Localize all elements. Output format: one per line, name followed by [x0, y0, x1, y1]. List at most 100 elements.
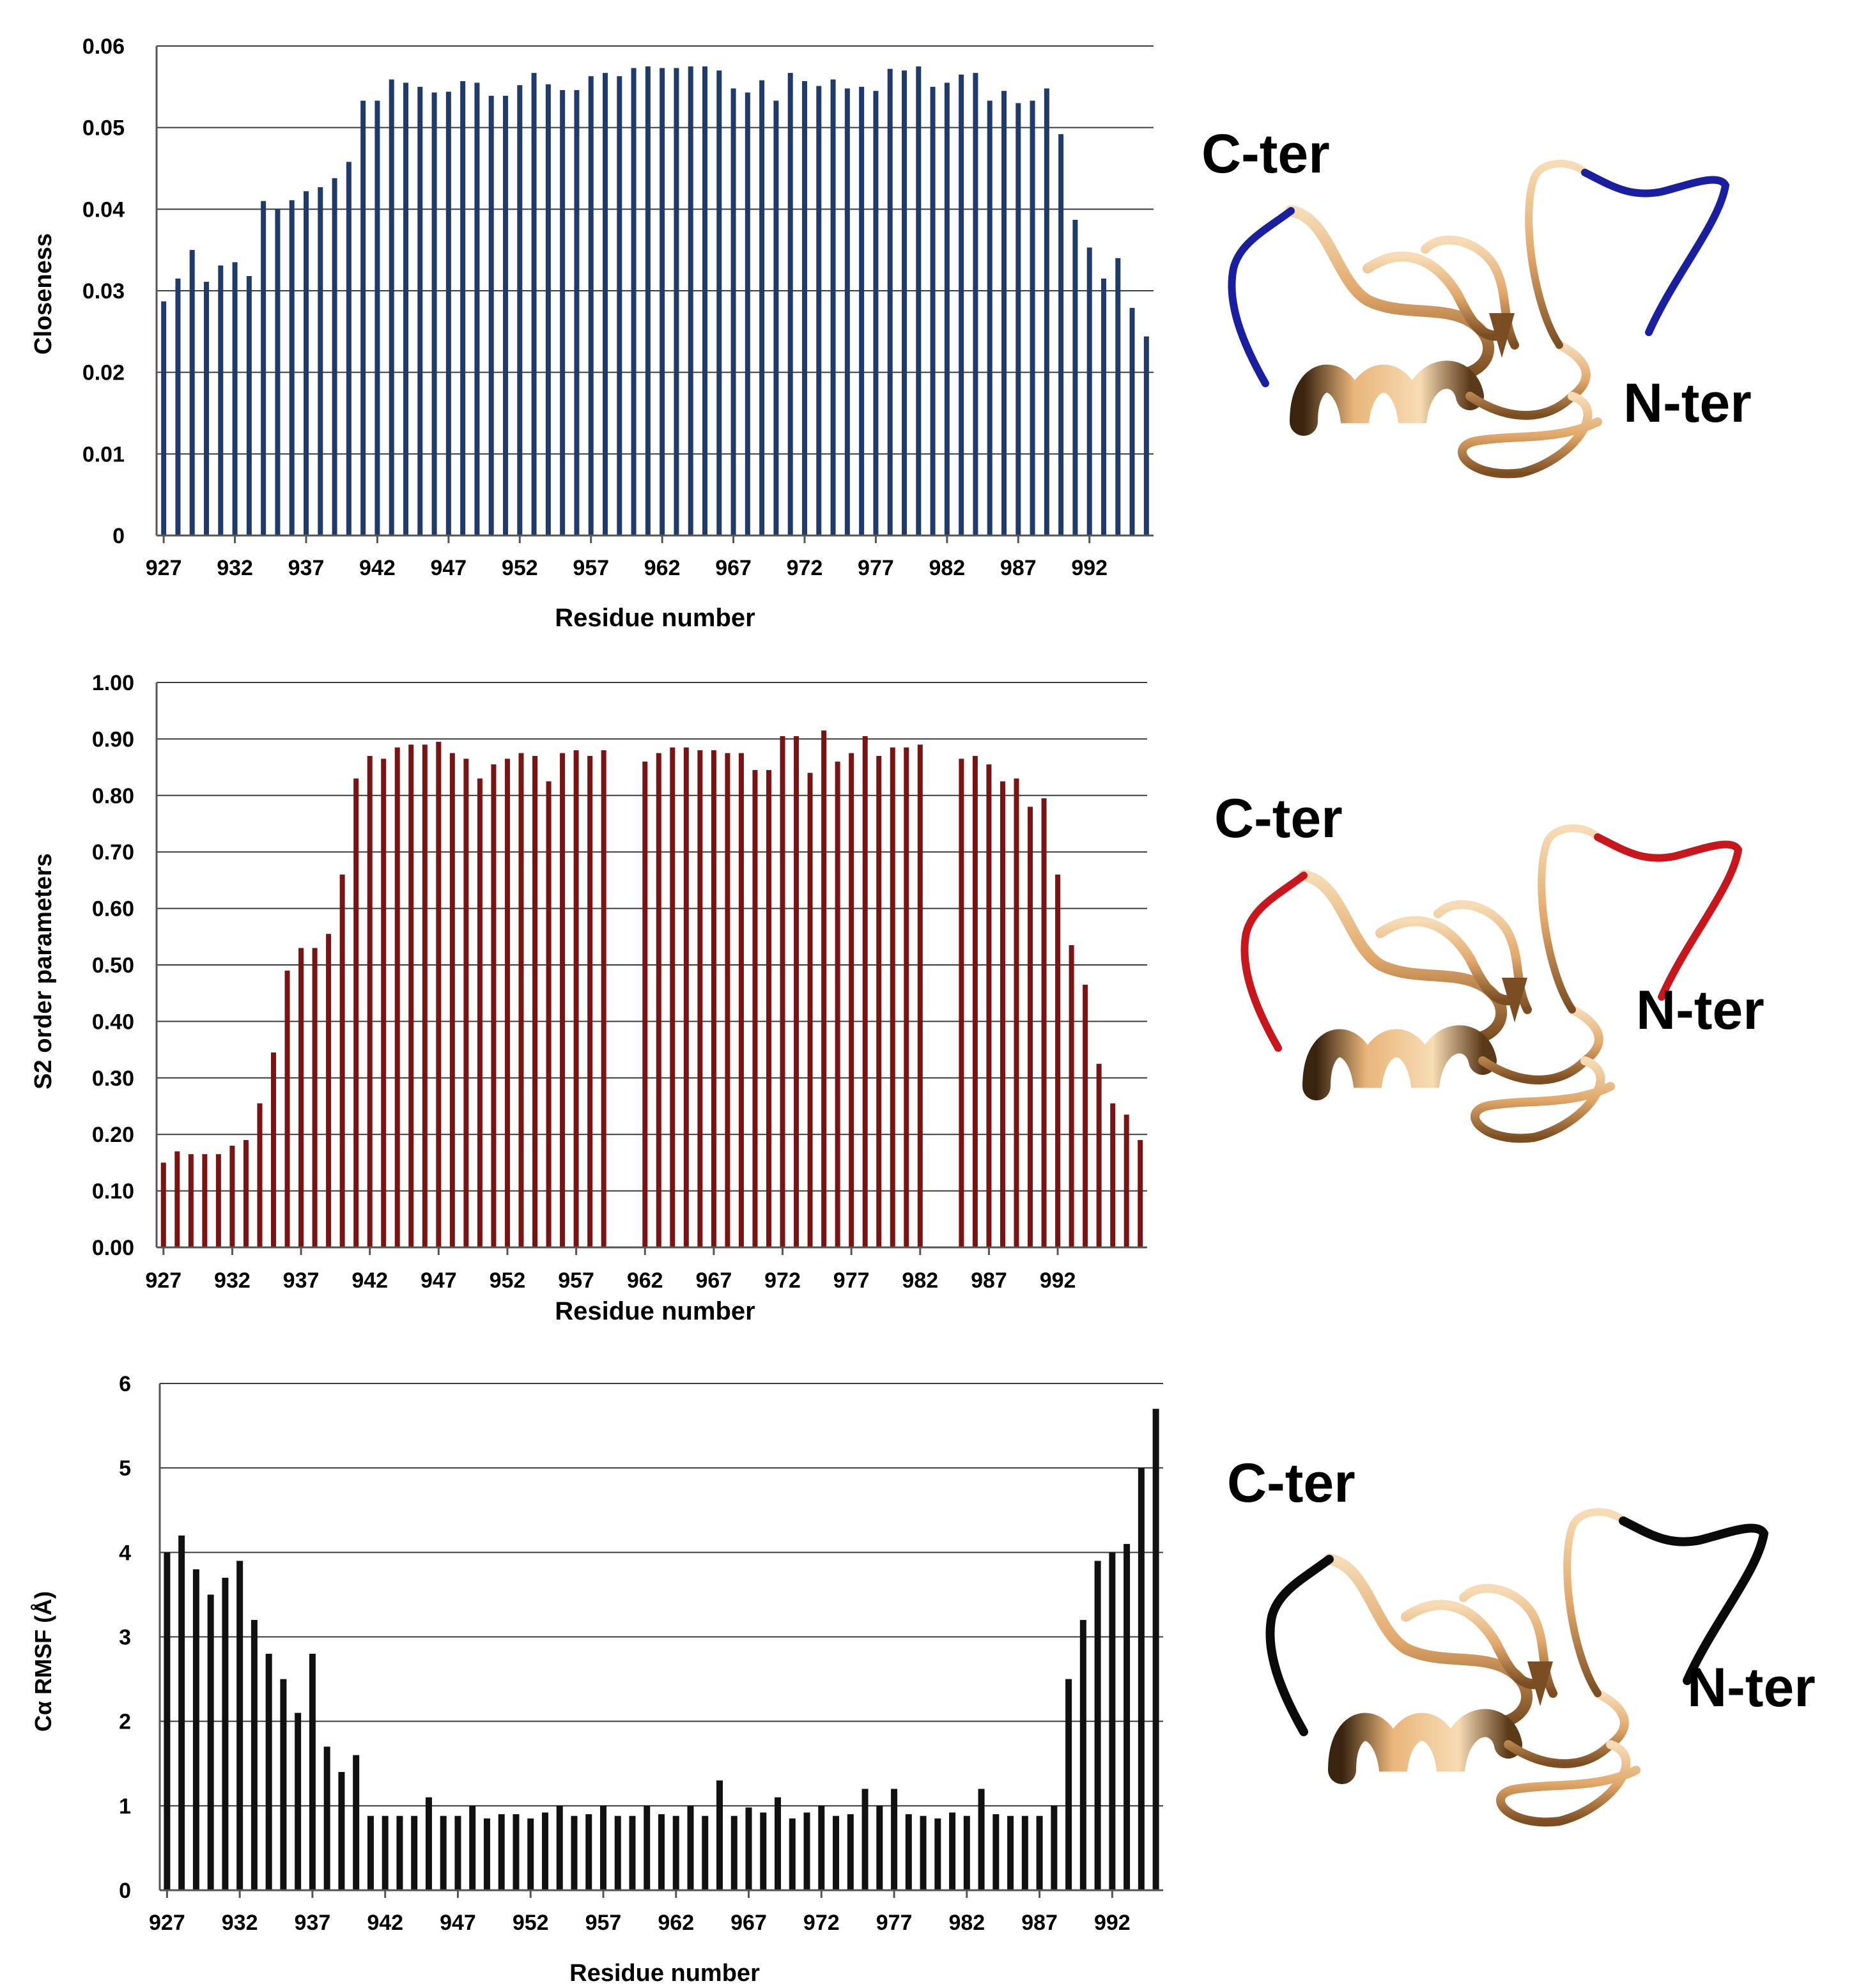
- bar-964: [670, 747, 676, 1247]
- bar-955: [560, 89, 566, 536]
- n-terminus-segment: [1581, 169, 1730, 336]
- bar-965: [702, 66, 707, 536]
- y-tick-label: 4: [119, 1541, 131, 1565]
- bar-993: [1069, 945, 1074, 1247]
- bar-958: [603, 73, 608, 536]
- s2-y-axis-label: S2 order parameters: [30, 853, 57, 1090]
- bar-947: [454, 1815, 461, 1890]
- x-tick-label: 947: [421, 1268, 457, 1293]
- bar-936: [295, 1713, 302, 1890]
- y-tick-label: 2: [119, 1710, 131, 1734]
- bar-937: [304, 191, 309, 536]
- bar-954: [556, 1805, 563, 1890]
- bar-962: [672, 1815, 679, 1890]
- bar-932: [229, 1145, 235, 1247]
- bar-976: [859, 86, 865, 536]
- bar-959: [617, 76, 622, 536]
- bar-934: [265, 1653, 272, 1890]
- x-tick-label: 957: [585, 1911, 622, 1935]
- bar-959: [601, 750, 606, 1247]
- bar-939: [332, 178, 337, 536]
- bar-982: [917, 744, 923, 1247]
- bar-931: [215, 1154, 221, 1247]
- bar-948: [469, 1805, 476, 1890]
- y-tick-label: 0.03: [82, 279, 125, 304]
- bar-995: [1152, 1408, 1159, 1890]
- bar-933: [246, 276, 252, 536]
- bar-953: [518, 753, 524, 1247]
- bar-946: [431, 92, 437, 536]
- bar-966: [697, 750, 703, 1247]
- x-tick-label: 967: [715, 556, 752, 580]
- c-terminus-segment: [1228, 207, 1295, 387]
- y-tick-label: 6: [119, 1372, 131, 1396]
- bar-993: [1101, 278, 1106, 536]
- c-ter-label: C-ter: [1214, 788, 1343, 849]
- bar-941: [360, 100, 366, 536]
- x-tick-label: 932: [217, 556, 253, 580]
- y-tick-label: 0.06: [82, 35, 125, 59]
- y-tick-label: 0.50: [92, 953, 134, 978]
- bar-937: [309, 1653, 316, 1890]
- bar-939: [338, 1771, 345, 1890]
- bar-976: [835, 761, 840, 1247]
- bar-955: [571, 1815, 578, 1890]
- y-tick-label: 1: [119, 1794, 131, 1819]
- x-tick-label: 942: [359, 556, 396, 580]
- x-tick-label: 987: [1021, 1911, 1058, 1935]
- bar-987: [1036, 1815, 1043, 1890]
- bar-934: [261, 201, 266, 536]
- x-tick-label: 942: [367, 1911, 403, 1935]
- x-tick-label: 992: [1094, 1911, 1131, 1935]
- rmsf-y-tick-labels: 0 1 2 3 4 5 6: [119, 1372, 131, 1903]
- x-tick-label: 987: [971, 1268, 1007, 1293]
- bar-978: [887, 68, 893, 536]
- bar-941: [367, 1815, 374, 1890]
- bar-975: [861, 1789, 869, 1890]
- bar-948: [449, 753, 455, 1247]
- bar-940: [346, 162, 351, 536]
- bar-934: [257, 1103, 263, 1247]
- closeness-x-tick-labels: 927 932 937 942 947 952 957 962 967 972 977 982 987 9…: [146, 536, 1108, 580]
- n-ter-label: N-ter: [1636, 980, 1764, 1041]
- x-tick-label: 987: [1000, 556, 1037, 580]
- bar-938: [312, 948, 318, 1247]
- bar-987: [1015, 103, 1021, 536]
- bar-940: [339, 874, 345, 1247]
- bar-978: [905, 1814, 912, 1890]
- x-tick-label: 942: [351, 1268, 388, 1293]
- bar-978: [862, 736, 868, 1247]
- bar-962: [660, 68, 665, 536]
- c-ter-label: C-ter: [1227, 1452, 1355, 1514]
- bar-969: [775, 1797, 782, 1890]
- bar-951: [513, 1814, 520, 1890]
- bar-965: [716, 1780, 723, 1890]
- bar-988: [1000, 781, 1005, 1247]
- bar-992: [1055, 874, 1061, 1247]
- bar-996: [1143, 336, 1149, 536]
- bar-992: [1109, 1552, 1116, 1890]
- bar-947: [445, 91, 451, 536]
- bar-979: [902, 70, 907, 536]
- bar-968: [725, 753, 730, 1247]
- bar-977: [891, 1789, 898, 1890]
- bar-946: [422, 744, 428, 1247]
- c-ter-label: C-ter: [1201, 123, 1330, 185]
- y-tick-label: 0.80: [92, 784, 134, 808]
- bar-995: [1129, 307, 1135, 536]
- bar-959: [629, 1815, 636, 1890]
- s2-order-chart: 0.00 0.10 0.20 0.30 0.40 0.50 0.60 0.70 0.80 0.90…: [30, 671, 1147, 1325]
- x-tick-label: 977: [876, 1911, 913, 1935]
- x-tick-label: 962: [644, 556, 681, 580]
- n-terminus-segment: [1594, 833, 1743, 1001]
- bar-991: [1041, 798, 1047, 1247]
- bar-966: [716, 70, 722, 536]
- x-tick-label: 952: [513, 1911, 549, 1935]
- bar-958: [587, 755, 593, 1247]
- x-tick-label: 927: [145, 1268, 181, 1293]
- bar-974: [830, 79, 836, 536]
- bar-947: [436, 741, 442, 1247]
- y-tick-label: 5: [119, 1456, 131, 1481]
- bar-996: [1110, 1103, 1116, 1247]
- bar-997: [1124, 1114, 1129, 1247]
